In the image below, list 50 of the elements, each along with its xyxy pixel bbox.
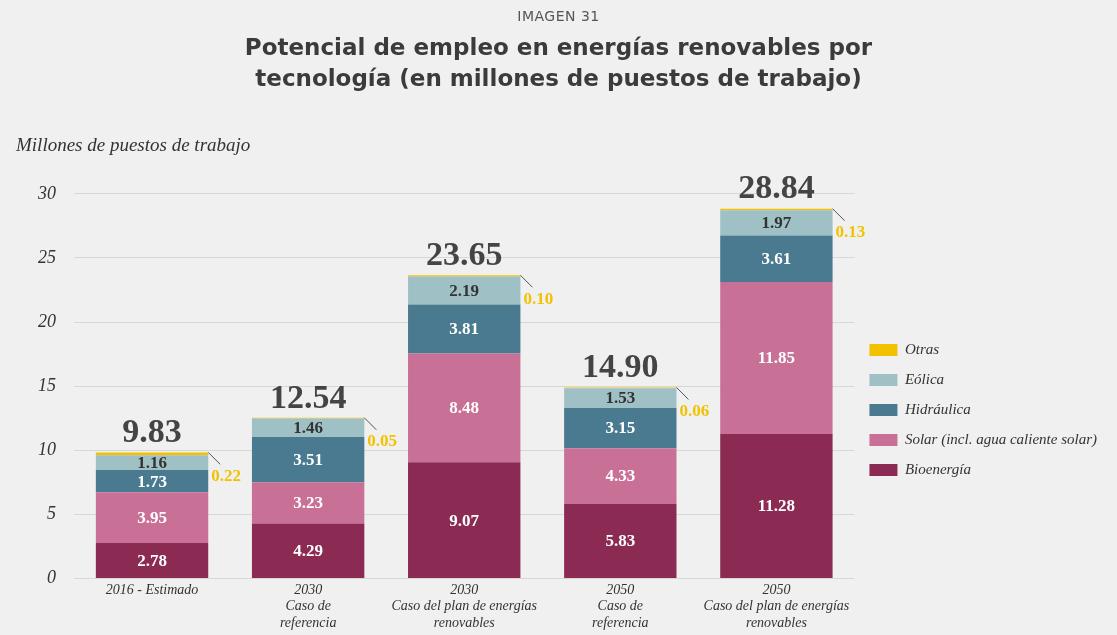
x-tick-label: 2016 - Estimado (105, 581, 199, 597)
data-label: 11.85 (757, 348, 796, 368)
total-label: 28.84 (738, 168, 815, 206)
data-label: 2.19 (449, 280, 480, 300)
legend-label: Eólica (903, 370, 945, 387)
chart-subtitle: IMAGEN 31 (516, 8, 601, 24)
y-axis-title: Millones de puestos de trabajo (16, 134, 251, 156)
legend-label: Solar (incl. agua caliente solar) (904, 430, 1098, 448)
data-label: 3.61 (761, 249, 792, 269)
x-tick-label: 2030 Caso de referencia (279, 581, 337, 631)
y-tick-label: 15 (38, 374, 56, 395)
legend-label: Hidráulica (903, 400, 971, 417)
data-label: 9.07 (449, 510, 480, 530)
data-label: 3.15 (605, 418, 636, 438)
total-label: 9.83 (122, 412, 182, 450)
data-label: 3.23 (293, 493, 324, 513)
x-tick-label: 2050 Caso de referencia (592, 581, 649, 631)
data-label: 1.73 (137, 471, 167, 491)
x-tick-label: 2030 Caso del plan de energías renovables (391, 581, 538, 631)
data-label: 0.05 (367, 431, 398, 451)
y-tick-label: 30 (37, 182, 56, 203)
data-label: 11.28 (757, 496, 796, 516)
data-label: 8.48 (449, 398, 480, 418)
data-label: 0.06 (679, 400, 710, 420)
data-label: 1.53 (605, 388, 636, 408)
legend-label: Bioenergía (904, 460, 972, 477)
data-label: 2.78 (137, 550, 167, 570)
data-label: 4.29 (293, 541, 324, 561)
total-label: 14.90 (582, 347, 659, 385)
total-label: 12.54 (269, 377, 347, 415)
chart-title: Potencial de empleo en energías renovables por tecnología (en millones de puestos de trabajo) (243, 33, 874, 93)
total-label: 23.65 (425, 235, 503, 273)
legend-label: Otras (904, 340, 940, 357)
data-label: 0.13 (835, 222, 866, 242)
data-label: 3.95 (137, 508, 167, 527)
y-tick-label: 5 (47, 503, 56, 524)
y-tick-label: 0 (47, 567, 56, 588)
data-label: 1.16 (137, 453, 167, 473)
data-label: 5.83 (605, 531, 636, 551)
data-label: 3.81 (449, 319, 480, 339)
data-label: 1.46 (293, 418, 324, 438)
y-tick-label: 10 (38, 439, 56, 460)
data-label: 4.33 (605, 466, 636, 486)
x-tick-label: 2050 Caso del plan de energías renovables (703, 581, 850, 631)
y-tick-label: 20 (38, 310, 56, 331)
data-label: 0.22 (211, 465, 241, 485)
y-tick-label: 25 (38, 246, 56, 267)
data-label: 0.10 (523, 288, 554, 308)
data-label: 1.97 (761, 213, 792, 233)
data-label: 3.51 (293, 450, 324, 470)
